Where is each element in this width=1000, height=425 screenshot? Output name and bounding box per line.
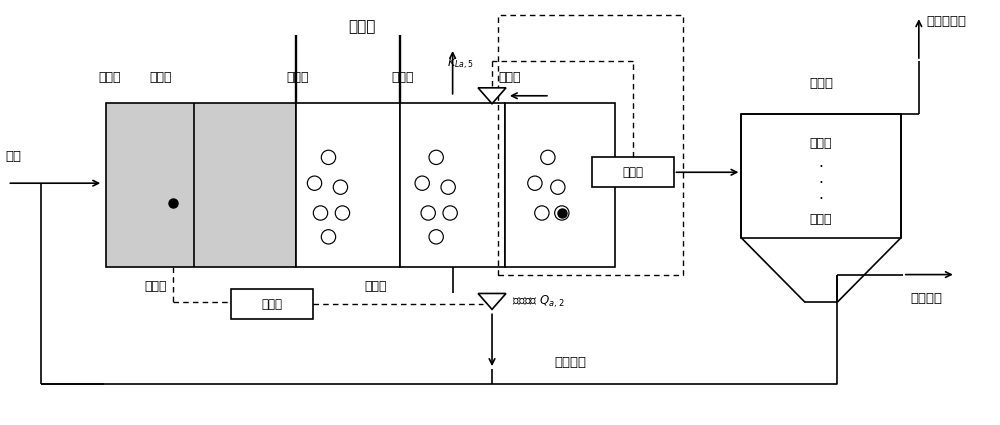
Text: 外回流量: 外回流量 — [555, 356, 587, 369]
Text: 第十层: 第十层 — [810, 137, 832, 150]
Text: ·: · — [819, 176, 824, 191]
Text: 分区四: 分区四 — [391, 71, 414, 85]
Text: 缺氧区: 缺氧区 — [145, 280, 167, 293]
Polygon shape — [478, 88, 506, 104]
Bar — [505, 103, 615, 266]
Text: 分区五: 分区五 — [499, 71, 521, 85]
Text: 内回流量 $Q_{a,2}$: 内回流量 $Q_{a,2}$ — [512, 293, 564, 310]
Text: 分区一: 分区一 — [99, 71, 121, 85]
Text: $K_{La,5}$: $K_{La,5}$ — [447, 57, 474, 72]
Bar — [400, 103, 505, 266]
Text: 分区二: 分区二 — [150, 71, 172, 85]
Text: 控制器: 控制器 — [261, 298, 282, 311]
Text: 污水: 污水 — [5, 150, 21, 163]
Text: 分区三: 分区三 — [286, 71, 309, 85]
Bar — [592, 157, 674, 187]
Text: 第一层: 第一层 — [810, 213, 832, 227]
Polygon shape — [478, 294, 506, 309]
Text: 生化池: 生化池 — [349, 19, 376, 34]
Text: ·: · — [819, 160, 824, 175]
Bar — [231, 289, 313, 319]
Text: 污泥排放: 污泥排放 — [911, 292, 943, 306]
Text: 二沉池: 二沉池 — [809, 77, 833, 91]
Text: ·: · — [819, 192, 824, 207]
Text: 上清液排出: 上清液排出 — [927, 15, 967, 28]
Bar — [106, 103, 296, 266]
Text: 好氧区: 好氧区 — [364, 280, 387, 293]
Bar — [296, 103, 400, 266]
Bar — [741, 113, 901, 238]
Text: 控制器: 控制器 — [622, 166, 643, 179]
